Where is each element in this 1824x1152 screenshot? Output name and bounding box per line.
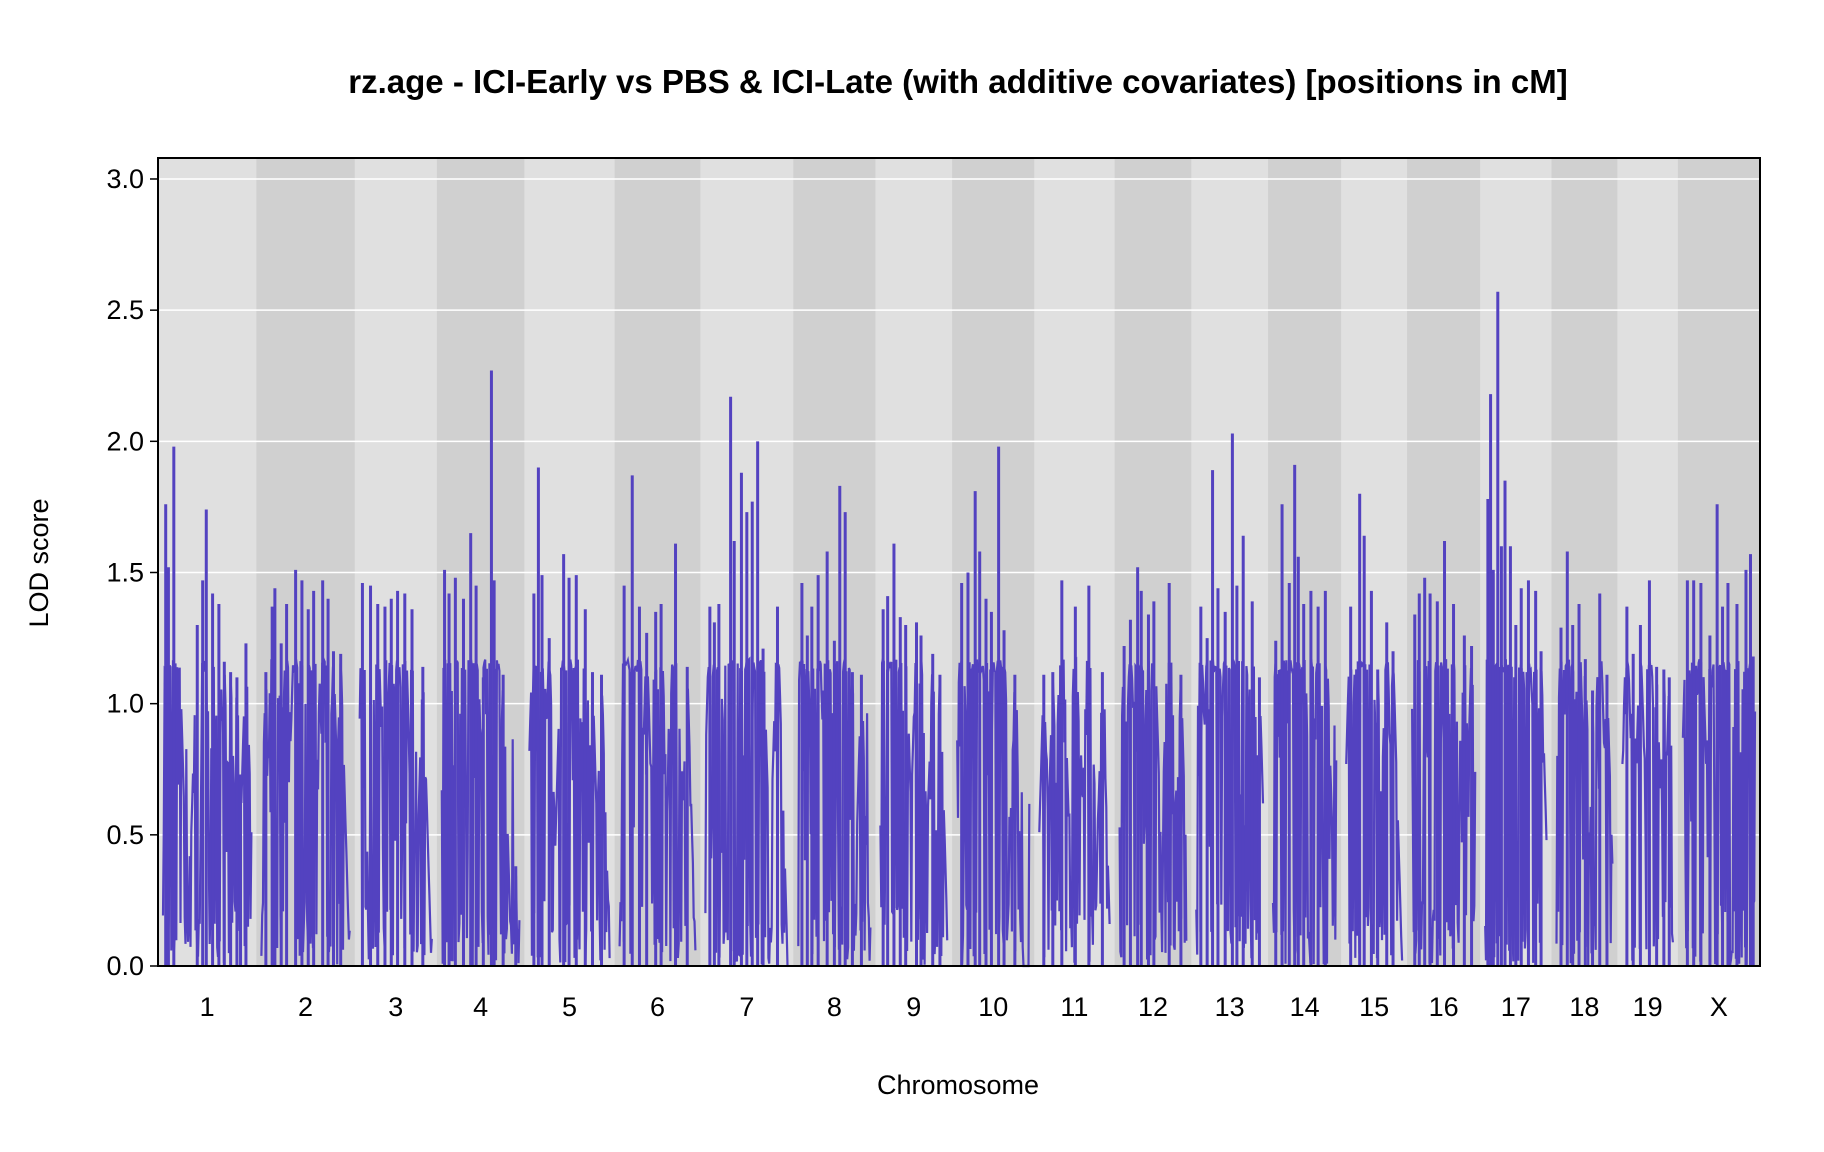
- x-tick-label: 19: [1633, 992, 1663, 1022]
- x-tick-label: 7: [739, 992, 754, 1022]
- y-tick-label: 2.0: [106, 426, 144, 456]
- x-tick-label: 10: [978, 992, 1008, 1022]
- y-tick-label: 1.0: [106, 689, 144, 719]
- x-tick-label: 4: [473, 992, 488, 1022]
- y-tick-label: 1.5: [106, 557, 144, 587]
- x-tick-label: 9: [906, 992, 921, 1022]
- x-axis-label: Chromosome: [877, 1070, 1039, 1100]
- chart-title: rz.age - ICI-Early vs PBS & ICI-Late (wi…: [348, 63, 1567, 100]
- x-tick-label: 14: [1290, 992, 1320, 1022]
- x-tick-label: 1: [200, 992, 215, 1022]
- y-tick-label: 2.5: [106, 295, 144, 325]
- y-tick-label: 0.0: [106, 951, 144, 981]
- x-tick-label: 17: [1501, 992, 1531, 1022]
- lod-trace-chr-9: [879, 655, 949, 965]
- x-tick-label: 2: [298, 992, 313, 1022]
- plot-area: 1 2 3 4 5 6 7 8 9 10 11 12 13 14 15 16 17 18 19 X0.00.51.01…: [106, 157, 1761, 1022]
- y-tick-label: 3.0: [106, 164, 144, 194]
- x-tick-label: 13: [1215, 992, 1245, 1022]
- x-tick-label: 5: [562, 992, 577, 1022]
- y-axis-label: LOD score: [24, 498, 54, 627]
- x-tick-label: 15: [1359, 992, 1389, 1022]
- x-tick-label: 16: [1429, 992, 1459, 1022]
- y-tick-label: 0.5: [106, 820, 144, 850]
- x-tick-label: 11: [1060, 992, 1088, 1022]
- x-tick-label: 6: [650, 992, 665, 1022]
- plot-frame: [157, 157, 1761, 967]
- x-tick-label: 18: [1569, 992, 1599, 1022]
- x-tick-label: 8: [827, 992, 842, 1022]
- x-tick-label: 12: [1138, 992, 1168, 1022]
- x-tick-label: 3: [388, 992, 403, 1022]
- x-tick-label: X: [1710, 992, 1728, 1022]
